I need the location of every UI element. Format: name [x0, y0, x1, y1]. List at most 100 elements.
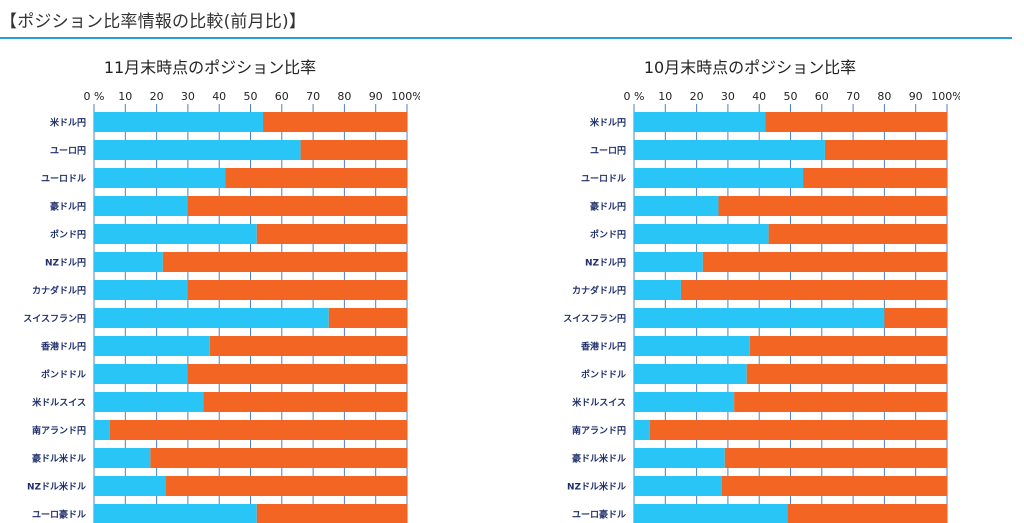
category-label: 豪ドル米ドル: [572, 453, 626, 465]
bar-segment-buy: [94, 336, 210, 356]
bar-segment-sell: [721, 476, 947, 496]
category-label: NZドル米ドル: [567, 481, 626, 493]
x-tick-label: 20: [690, 90, 704, 103]
bar-segment-buy: [634, 448, 725, 468]
bar-segment-sell: [150, 448, 407, 468]
bar-segment-sell: [225, 168, 407, 188]
bar-segment-sell: [328, 308, 407, 328]
x-tick-label: 80: [877, 90, 891, 103]
bar-segment-sell: [787, 504, 947, 523]
category-label: 豪ドル円: [590, 201, 626, 213]
bar-segment-sell: [165, 476, 407, 496]
bar-segment-sell: [765, 112, 947, 132]
category-label: 米ドル円: [589, 117, 626, 129]
bar-segment-sell: [718, 196, 947, 216]
bar-segment-sell: [680, 280, 947, 300]
category-label: 米ドルスイス: [571, 397, 626, 409]
bar-segment-sell: [746, 364, 947, 384]
bar-segment-sell: [749, 336, 947, 356]
category-label: 米ドルスイス: [31, 397, 86, 409]
bar-segment-buy: [94, 280, 188, 300]
x-tick-label: 10: [658, 90, 672, 103]
x-tick-label: 20: [150, 90, 164, 103]
x-tick-label: 100%: [391, 90, 420, 103]
category-label: 香港ドル円: [580, 341, 626, 353]
category-label: スイスフラン円: [23, 314, 86, 325]
bar-segment-sell: [649, 420, 947, 440]
bar-segment-sell: [824, 140, 947, 160]
bar-segment-sell: [768, 224, 947, 244]
bar-segment-buy: [94, 476, 166, 496]
category-label: NZドル円: [45, 258, 86, 269]
chart-october-plot: 0 % 10 20 30 40 50 60 70 80 90 100% 米ドル円ユーロ円ユーロドル豪ド…: [563, 90, 960, 523]
category-label: 豪ドル円: [50, 201, 86, 213]
bar-segment-buy: [94, 168, 226, 188]
bar-segment-sell: [209, 336, 407, 356]
x-tick-label: 70: [846, 90, 860, 103]
bar-segment-buy: [634, 252, 703, 272]
bar-segment-sell: [187, 196, 407, 216]
x-tick-label: 80: [337, 90, 351, 103]
bar-segment-sell: [203, 392, 407, 412]
category-label: カナダドル円: [32, 285, 86, 297]
bar-segment-sell: [884, 308, 947, 328]
bar-segment-buy: [94, 140, 301, 160]
x-tick-label: 40: [212, 90, 226, 103]
x-tick-label: 40: [752, 90, 766, 103]
category-label: ユーロ円: [590, 146, 626, 157]
bar-segment-sell: [256, 224, 407, 244]
chart-november: 11月末時点のポジション比率 0 % 10 20 30 40 50 60 70 80 90 100%…: [0, 48, 420, 523]
category-label: 香港ドル円: [40, 341, 86, 353]
bar-segment-buy: [634, 420, 650, 440]
x-tick-label: 50: [244, 90, 258, 103]
bar-segment-buy: [94, 224, 257, 244]
page-header: 【ポジション比率情報の比較(前月比)】: [0, 0, 1024, 40]
category-label: 豪ドル米ドル: [32, 453, 86, 465]
header-divider: [0, 37, 1012, 39]
category-label: ユーロ豪ドル: [32, 509, 86, 521]
bar-segment-buy: [634, 336, 750, 356]
x-tick-label: 70: [306, 90, 320, 103]
bar-segment-sell: [263, 112, 407, 132]
x-tick-label: 90: [909, 90, 923, 103]
bar-segment-buy: [94, 392, 204, 412]
category-label: 南アランド円: [32, 425, 86, 437]
bar-segment-buy: [94, 448, 151, 468]
bar-segment-sell: [300, 140, 407, 160]
x-tick-label: 60: [275, 90, 289, 103]
page-title: 【ポジション比率情報の比較(前月比)】: [0, 12, 307, 32]
category-label: 南アランド円: [572, 425, 626, 437]
bar-segment-sell: [724, 448, 947, 468]
bar-segment-buy: [634, 280, 681, 300]
bar-segment-buy: [634, 504, 788, 523]
bar-segment-sell: [187, 364, 407, 384]
x-tick-label: 50: [784, 90, 798, 103]
bar-segment-buy: [94, 504, 257, 523]
bar-segment-buy: [634, 308, 885, 328]
bar-segment-sell: [109, 420, 408, 440]
category-label: スイスフラン円: [563, 314, 626, 325]
chart-title: 11月末時点のポジション比率: [103, 58, 317, 77]
category-label: ポンド円: [590, 229, 626, 241]
x-tick-label: 0 %: [84, 90, 105, 103]
bar-segment-buy: [634, 392, 735, 412]
x-tick-label: 30: [181, 90, 195, 103]
chart-november-plot: 0 % 10 20 30 40 50 60 70 80 90 100% 米ドル円ユーロ円ユーロドル豪ド…: [23, 90, 420, 523]
category-label: NZドル円: [585, 258, 626, 269]
category-label: ポンド円: [50, 229, 86, 241]
bar-segment-buy: [94, 252, 163, 272]
x-tick-label: 60: [815, 90, 829, 103]
bar-segment-buy: [94, 112, 264, 132]
x-tick-label: 10: [118, 90, 132, 103]
bar-segment-buy: [94, 420, 110, 440]
bar-segment-buy: [634, 364, 747, 384]
category-label: ユーロ円: [50, 146, 86, 157]
category-label: ユーロドル: [41, 174, 86, 185]
x-tick-label: 100%: [931, 90, 960, 103]
chart-title: 10月末時点のポジション比率: [643, 58, 857, 77]
category-label: ユーロドル: [581, 174, 626, 185]
bar-segment-sell: [256, 504, 407, 523]
bar-segment-buy: [634, 196, 719, 216]
bar-segment-sell: [803, 168, 947, 188]
bar-segment-buy: [634, 476, 722, 496]
